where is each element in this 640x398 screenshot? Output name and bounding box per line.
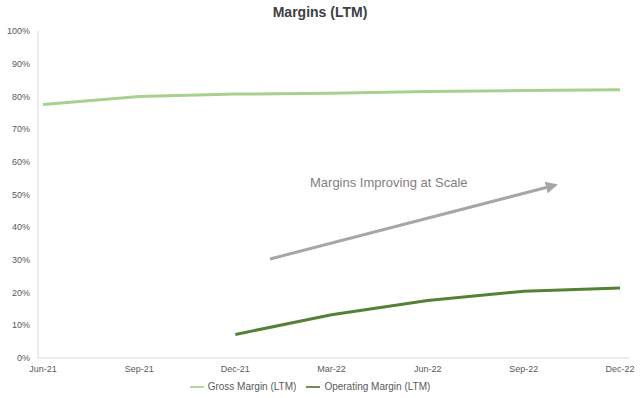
html-text:Gross Margin (LTM): Gross Margin (LTM) (207, 380, 297, 392)
svg-text:Sep-21: Sep-21 (125, 364, 154, 374)
svg-text:10%: 10% (12, 320, 30, 330)
html-text:Margins (LTM): Margins (LTM) (272, 4, 368, 20)
svg-text:Jun-22: Jun-22 (414, 364, 442, 374)
svg-text:30%: 30% (12, 255, 30, 265)
svg-text:Sep-22: Sep-22 (509, 364, 538, 374)
svg-text:Dec-21: Dec-21 (221, 364, 250, 374)
svg-text:40%: 40% (12, 222, 30, 232)
svg-text:80%: 80% (12, 92, 30, 102)
svg-text:Dec-22: Dec-22 (605, 364, 634, 374)
svg-text:70%: 70% (12, 124, 30, 134)
svg-text:Mar-22: Mar-22 (317, 364, 346, 374)
svg-text:20%: 20% (12, 288, 30, 298)
svg-text:0%: 0% (17, 353, 30, 363)
svg-text:90%: 90% (12, 59, 30, 69)
svg-text:Jun-21: Jun-21 (29, 364, 57, 374)
svg-text:Margins Improving at Scale: Margins Improving at Scale (310, 175, 468, 190)
svg-text:60%: 60% (12, 157, 30, 167)
svg-text:100%: 100% (7, 26, 30, 36)
svg-text:50%: 50% (12, 190, 30, 200)
html-text:Operating Margin (LTM): Operating Margin (LTM) (324, 380, 431, 392)
